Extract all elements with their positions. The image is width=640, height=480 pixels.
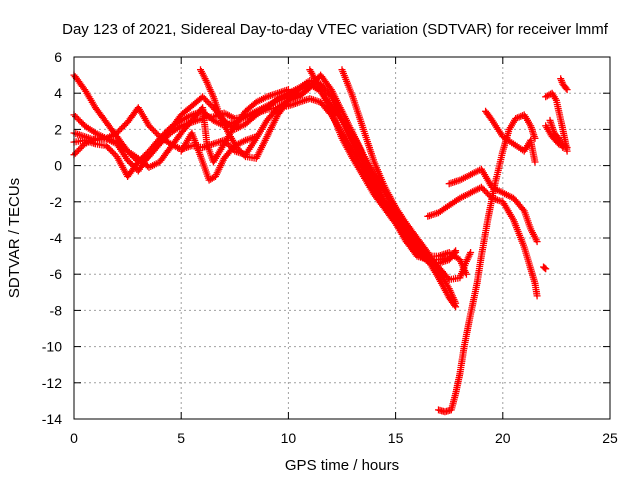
plus-markers <box>338 66 475 284</box>
y-tick-label: -4 <box>50 230 63 246</box>
series-track-l <box>445 165 541 246</box>
y-tick-label: -12 <box>42 375 62 391</box>
y-tick-label: -10 <box>42 339 62 355</box>
y-tick-label: 0 <box>54 158 62 174</box>
series-track-m <box>482 107 539 166</box>
y-axis-label: SDTVAR / TECUs <box>6 178 23 298</box>
y-tick-labels: -14 -12 -10 -8 -6 -4 -2 0 2 4 6 <box>42 49 62 427</box>
x-tick-label: 0 <box>70 430 78 446</box>
x-tick-label: 20 <box>495 430 511 446</box>
x-tick-label: 10 <box>281 430 297 446</box>
chart-title: Day 123 of 2021, Sidereal Day-to-day VTE… <box>62 21 609 38</box>
series-track-r <box>540 263 550 273</box>
plus-markers <box>542 89 571 155</box>
series-track-k <box>424 183 541 300</box>
x-axis-label: GPS time / hours <box>285 457 399 474</box>
y-tick-label: 6 <box>54 49 62 65</box>
plus-markers <box>424 183 541 300</box>
series-track-q <box>546 116 567 151</box>
y-tick-label: 4 <box>54 85 62 101</box>
plus-markers <box>540 263 550 273</box>
plus-markers <box>445 165 541 246</box>
plus-markers <box>435 111 539 416</box>
y-tick-label: 2 <box>54 121 62 137</box>
plus-markers <box>546 116 567 151</box>
y-tick-label: -8 <box>50 302 63 318</box>
series-track-o <box>542 89 571 155</box>
x-tick-labels: 0 5 10 15 20 25 <box>70 430 618 446</box>
x-tick-label: 15 <box>388 430 404 446</box>
plot-frame <box>73 56 611 420</box>
y-tick-label: -14 <box>42 411 62 427</box>
series-track-j <box>435 111 539 416</box>
series-track-p <box>557 75 571 94</box>
plus-markers <box>482 107 539 166</box>
y-tick-label: -2 <box>50 194 63 210</box>
x-tick-label: 25 <box>602 430 618 446</box>
plus-markers <box>557 75 571 94</box>
data-marks <box>70 66 571 416</box>
series-track-i <box>338 66 475 284</box>
y-tick-label: -6 <box>50 266 63 282</box>
plus-markers <box>177 129 260 184</box>
x-tick-label: 5 <box>177 430 185 446</box>
series-track-g <box>177 129 260 184</box>
